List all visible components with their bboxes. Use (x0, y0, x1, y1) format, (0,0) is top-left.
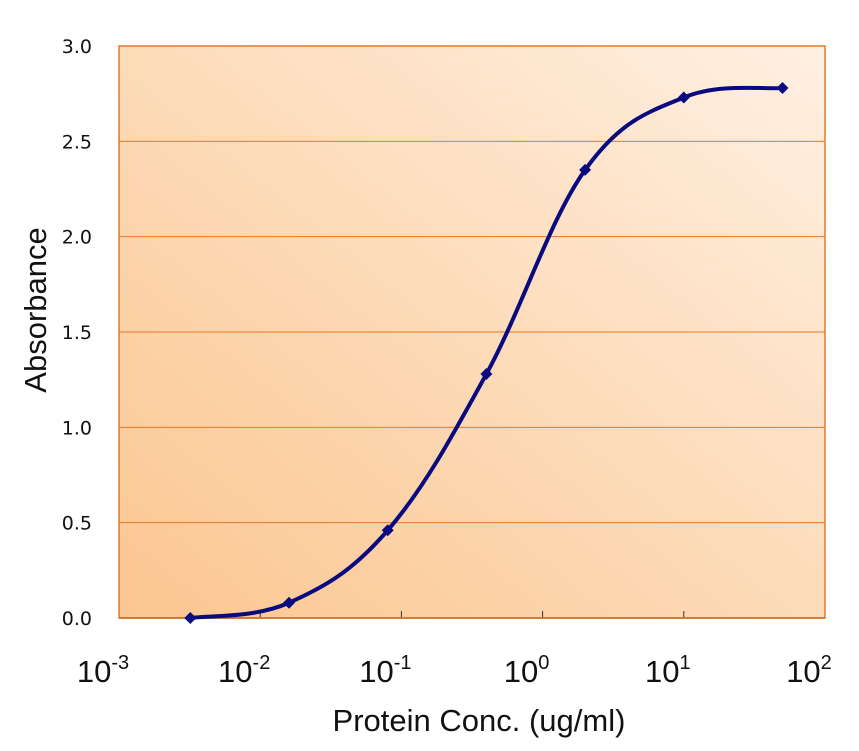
y-tick-label: 1.0 (62, 417, 92, 439)
x-tick-label: 10-3 (77, 652, 129, 689)
data-point-marker (283, 596, 296, 609)
data-point-marker (776, 81, 789, 94)
y-axis-title: Absorbance (18, 227, 53, 392)
x-axis-title: Protein Conc. (ug/ml) (333, 703, 626, 738)
data-point-marker (184, 612, 197, 624)
data-point-marker (381, 524, 394, 537)
x-tick-label: 102 (786, 652, 832, 689)
y-tick-label: 3.0 (62, 36, 92, 58)
y-tick-label: 2.0 (62, 227, 92, 249)
y-tick-label: 1.5 (62, 322, 92, 344)
data-point-marker (677, 91, 690, 104)
plot-border (118, 45, 826, 619)
x-tick-label: 101 (645, 652, 691, 689)
x-tick-label: 10-2 (218, 652, 270, 689)
data-point-marker (579, 163, 592, 176)
y-tick-label: 0.0 (62, 608, 92, 630)
data-point-marker (480, 367, 493, 380)
x-tick-label: 100 (504, 652, 550, 689)
y-axis-ticks: 0.0 0.5 1.0 1.5 2.0 2.5 3.0 (62, 36, 92, 630)
y-tick-label: 0.5 (62, 513, 92, 535)
x-tick-label: 10-1 (359, 652, 411, 689)
y-tick-label: 2.5 (62, 131, 92, 153)
x-axis-ticks: 10-3 10-2 10-1 100 101 102 (77, 652, 832, 689)
series-markers (184, 81, 789, 624)
